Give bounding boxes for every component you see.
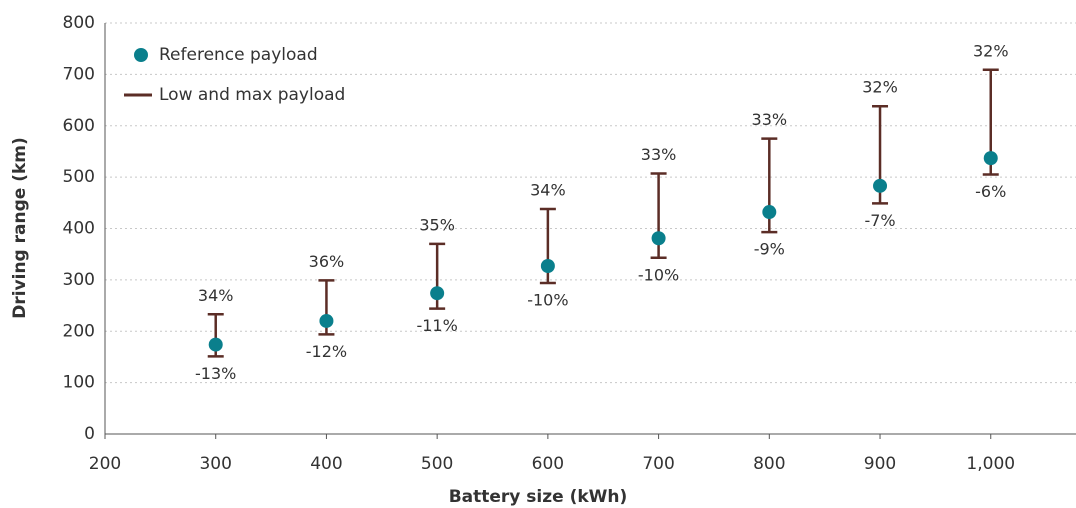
data-label-high: 32% — [973, 41, 1009, 60]
y-tick-label: 400 — [63, 219, 95, 239]
data-label-low: -12% — [306, 342, 347, 361]
data-label-high: 35% — [419, 215, 455, 234]
x-tick-label: 300 — [199, 454, 231, 474]
y-tick-label: 600 — [63, 116, 95, 136]
point — [540, 259, 555, 274]
x-axis-label: Battery size (kWh) — [449, 487, 628, 507]
x-tick-label: 200 — [89, 454, 121, 474]
data-label-low: -7% — [864, 211, 895, 230]
data-label-low: -11% — [416, 316, 457, 335]
data-label-low: -9% — [754, 240, 785, 259]
y-axis-label: Driving range (km) — [10, 137, 30, 319]
data-label-low: -10% — [527, 290, 568, 309]
legend-label: Reference payload — [159, 45, 318, 65]
point — [430, 286, 445, 301]
data-label-high: 34% — [198, 286, 234, 305]
y-tick-label: 300 — [63, 270, 95, 290]
point — [762, 205, 777, 220]
data-label-high: 32% — [862, 78, 898, 97]
point — [319, 313, 334, 328]
point — [208, 337, 223, 352]
data-label-high: 34% — [530, 180, 566, 199]
y-tick-label: 200 — [63, 321, 95, 341]
x-tick-label: 400 — [310, 454, 342, 474]
y-tick-label: 500 — [63, 167, 95, 187]
data-label-low: -10% — [638, 265, 679, 284]
legend-marker — [134, 48, 148, 62]
y-tick-label: 700 — [63, 64, 95, 84]
data-label-high: 36% — [309, 252, 345, 271]
point — [983, 151, 998, 166]
point — [651, 231, 666, 246]
point — [873, 178, 888, 193]
x-tick-label: 1,000 — [966, 454, 1015, 474]
data-label-low: -6% — [975, 182, 1006, 201]
data-label-high: 33% — [752, 110, 788, 129]
y-tick-label: 800 — [63, 13, 95, 33]
x-tick-label: 900 — [864, 454, 896, 474]
data-label-high: 33% — [641, 145, 677, 164]
x-tick-label: 600 — [532, 454, 564, 474]
y-tick-label: 100 — [63, 373, 95, 393]
x-tick-label: 500 — [421, 454, 453, 474]
data-label-low: -13% — [195, 364, 236, 383]
legend-label: Low and max payload — [159, 85, 345, 105]
x-tick-label: 800 — [753, 454, 785, 474]
y-tick-label: 0 — [84, 424, 95, 444]
x-tick-label: 700 — [642, 454, 674, 474]
